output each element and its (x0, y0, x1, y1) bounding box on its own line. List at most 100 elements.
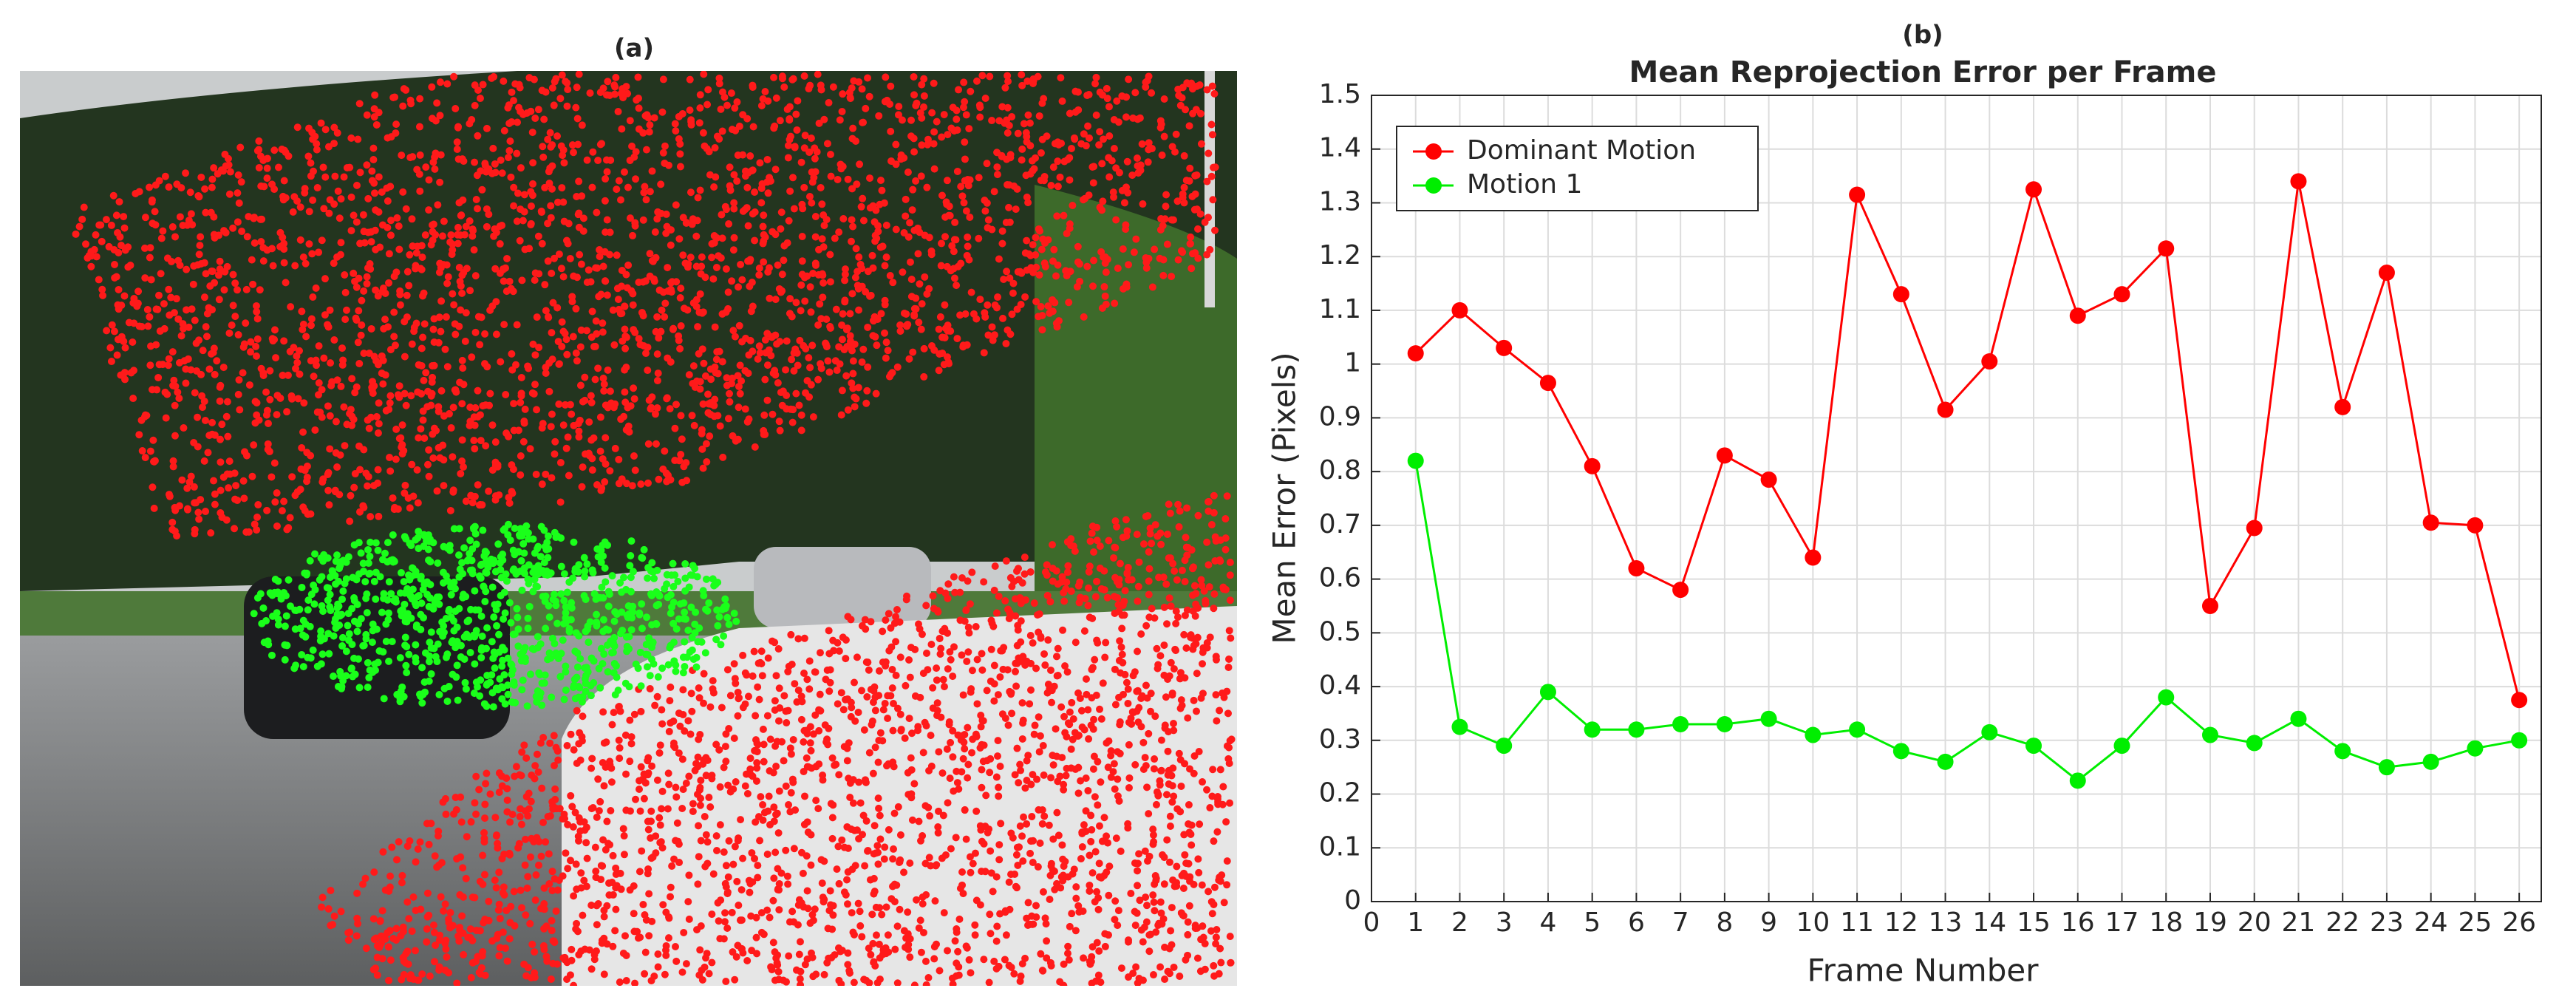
panel-label: (a) (614, 34, 654, 64)
x-tick-label: 13 (1929, 907, 1963, 938)
data-point (1672, 715, 1689, 732)
data-point (1584, 721, 1601, 738)
plot-area (1372, 95, 2541, 902)
x-tick-label: 20 (2238, 907, 2272, 938)
data-point (2113, 286, 2130, 303)
data-point (2467, 740, 2484, 757)
data-point (2334, 743, 2351, 760)
far-car (754, 547, 931, 628)
chart-title: Mean Reprojection Error per Frame (1629, 55, 2217, 89)
data-point (1496, 738, 1513, 755)
x-tick-label: 18 (2149, 907, 2183, 938)
data-point (2467, 517, 2484, 534)
x-tick-label: 10 (1796, 907, 1830, 938)
data-point (1849, 186, 1866, 203)
red-feature-points (318, 491, 1236, 986)
y-tick-label: 1.2 (1319, 240, 1361, 270)
pole (1204, 71, 1215, 307)
x-tick-label: 3 (1496, 907, 1513, 938)
y-tick-label: 1.5 (1319, 79, 1361, 109)
data-point (1451, 718, 1468, 735)
trees (20, 71, 1237, 591)
data-point (2378, 265, 2395, 282)
x-tick-label: 23 (2370, 907, 2404, 938)
x-tick-label: 7 (1672, 907, 1689, 938)
legend-box (1396, 126, 1759, 211)
data-point (2511, 692, 2528, 709)
x-tick-label: 1 (1407, 907, 1424, 938)
data-point (2025, 181, 2042, 198)
data-point (1805, 549, 1822, 566)
data-point (2422, 514, 2439, 531)
x-tick-label: 15 (2017, 907, 2051, 938)
legend-marker (1425, 143, 1442, 160)
photo (20, 71, 1237, 986)
data-point (2246, 735, 2263, 752)
legend-marker (1425, 177, 1442, 194)
data-point (1849, 721, 1866, 738)
data-point (1628, 560, 1645, 577)
x-tick-label: 0 (1363, 907, 1380, 938)
data-point (1981, 353, 1998, 370)
y-tick-label: 1.3 (1319, 186, 1361, 217)
data-point (2511, 732, 2528, 749)
legend-label: Motion 1 (1467, 169, 1582, 200)
x-tick-label: 17 (2105, 907, 2139, 938)
x-tick-label: 11 (1840, 907, 1874, 938)
data-point (1672, 582, 1689, 599)
data-point (2025, 738, 2042, 755)
data-point (1407, 345, 1424, 362)
x-tick-label: 14 (1972, 907, 2006, 938)
data-point (1760, 710, 1777, 727)
x-tick-label: 8 (1716, 907, 1733, 938)
legend-label: Dominant Motion (1467, 135, 1696, 166)
data-point (1716, 447, 1733, 464)
data-point (2334, 398, 2351, 415)
x-tick-label: 24 (2414, 907, 2448, 938)
y-tick-label: 0.8 (1319, 455, 1361, 486)
data-point (2158, 240, 2175, 257)
x-tick-label: 25 (2458, 907, 2492, 938)
y-axis-label: Mean Error (Pixels) (1267, 352, 1303, 644)
data-point (2069, 772, 2086, 789)
plot-frame (1371, 95, 2542, 902)
data-point (1496, 339, 1513, 356)
data-point (2113, 738, 2130, 755)
series-line (1414, 181, 2521, 701)
x-tick-label: 9 (1760, 907, 1777, 938)
y-tick-label: 0.9 (1319, 401, 1361, 432)
x-tick-label: 19 (2193, 907, 2227, 938)
data-point (2201, 597, 2218, 614)
data-point (2290, 710, 2307, 727)
data-point (1937, 401, 1954, 418)
y-tick-label: 0.1 (1319, 831, 1361, 862)
data-point (2158, 689, 2175, 706)
data-point (2201, 726, 2218, 743)
data-point (1892, 743, 1909, 760)
data-point (1407, 452, 1424, 469)
data-point (2422, 753, 2439, 770)
green-feature-points (250, 520, 740, 711)
data-point (1584, 457, 1601, 474)
x-tick-label: 26 (2502, 907, 2536, 938)
y-tick-label: 0.4 (1319, 670, 1361, 701)
y-tick-label: 0.3 (1319, 724, 1361, 755)
data-point (1760, 471, 1777, 488)
red-feature-points (72, 71, 1219, 540)
data-point (1539, 684, 1556, 701)
x-tick-label: 4 (1539, 907, 1556, 938)
x-tick-label: 16 (2061, 907, 2095, 938)
y-tick-label: 0.7 (1319, 509, 1361, 539)
x-tick-label: 6 (1628, 907, 1645, 938)
y-tick-label: 1 (1344, 348, 1361, 378)
data-point (1628, 721, 1645, 738)
data-point (1981, 723, 1998, 740)
y-tick-label: 1.1 (1319, 294, 1361, 324)
data-point (2290, 173, 2307, 190)
x-tick-label: 12 (1884, 907, 1918, 938)
data-point (1539, 375, 1556, 392)
y-tick-label: 1.4 (1319, 133, 1361, 163)
x-tick-label: 5 (1584, 907, 1601, 938)
y-tick-label: 0.2 (1319, 778, 1361, 808)
